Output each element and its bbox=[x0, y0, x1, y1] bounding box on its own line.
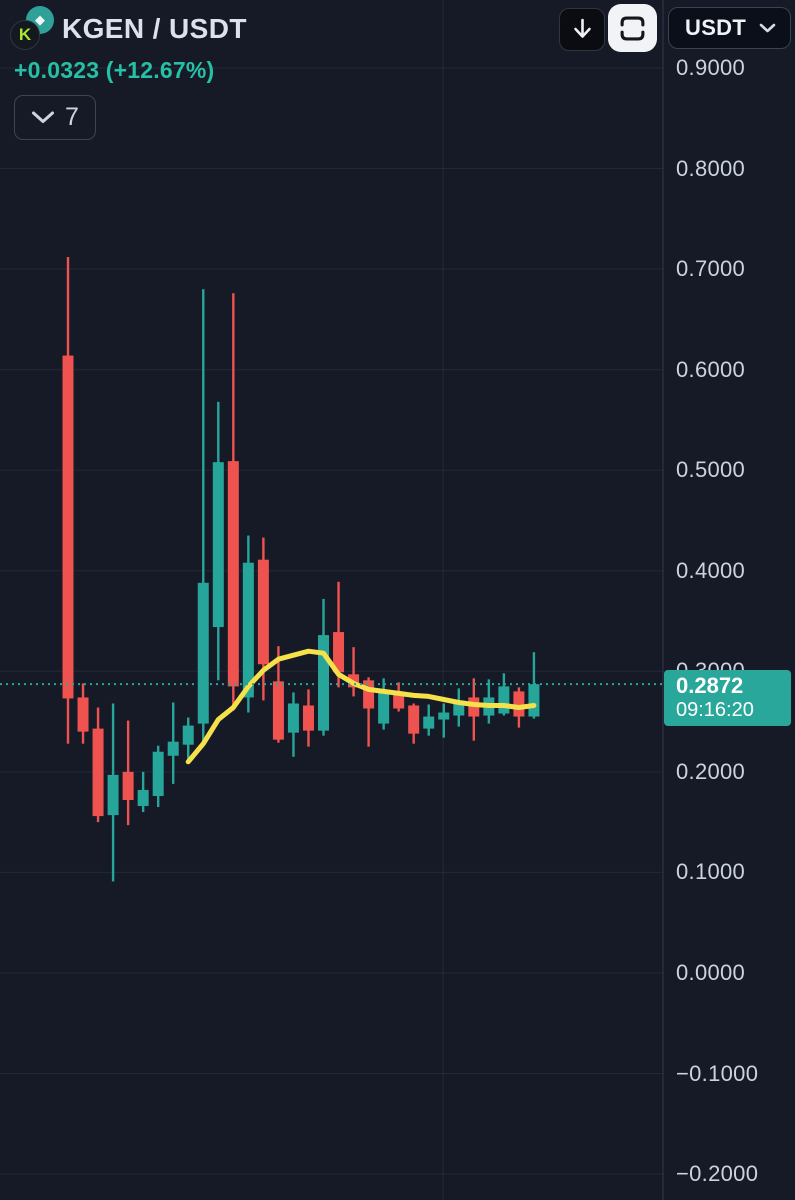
interval-value: 7 bbox=[65, 103, 79, 131]
price-tick-label: −0.2000 bbox=[676, 1161, 759, 1187]
k-letter-icon: K bbox=[10, 20, 40, 50]
last-price-value: 0.2872 bbox=[676, 673, 744, 699]
price-tick-label: 0.1000 bbox=[676, 859, 746, 885]
download-button[interactable] bbox=[559, 8, 605, 51]
price-tick-label: 0.4000 bbox=[676, 557, 746, 583]
price-tick-label: 0.7000 bbox=[676, 256, 746, 282]
symbol-title: KGEN / USDT bbox=[62, 13, 247, 44]
ma-line bbox=[185, 648, 537, 765]
quote-currency-dropdown[interactable]: USDT bbox=[668, 7, 791, 49]
price-tick-label: 0.0000 bbox=[676, 959, 746, 985]
price-tick-label: 0.6000 bbox=[676, 356, 746, 382]
chevron-down-icon bbox=[759, 23, 776, 33]
kgen-logo-icon: ◆ K bbox=[0, 0, 58, 58]
interval-dropdown[interactable]: 7 bbox=[14, 95, 96, 140]
quote-currency-value: USDT bbox=[685, 15, 747, 40]
price-tick-label: 0.8000 bbox=[676, 155, 746, 181]
price-change-text: +0.0323 (+12.67%) bbox=[14, 57, 215, 83]
price-axis[interactable]: 0.90000.80000.70000.60000.50000.40000.30… bbox=[663, 0, 795, 1200]
last-price-badge: 0.2872 09:16:20 bbox=[664, 670, 791, 727]
candle-series bbox=[62, 257, 540, 882]
download-icon bbox=[571, 17, 594, 42]
price-tick-label: 0.9000 bbox=[676, 55, 746, 80]
scan-frame-icon bbox=[619, 15, 646, 42]
chevron-down-icon bbox=[31, 111, 55, 124]
screenshot-button[interactable] bbox=[608, 4, 657, 52]
chart-grid bbox=[0, 0, 663, 1200]
candle-countdown: 09:16:20 bbox=[676, 699, 754, 722]
price-tick-label: 0.5000 bbox=[676, 457, 746, 483]
price-tick-label: −0.1000 bbox=[676, 1060, 759, 1086]
price-tick-label: 0.2000 bbox=[676, 758, 746, 784]
